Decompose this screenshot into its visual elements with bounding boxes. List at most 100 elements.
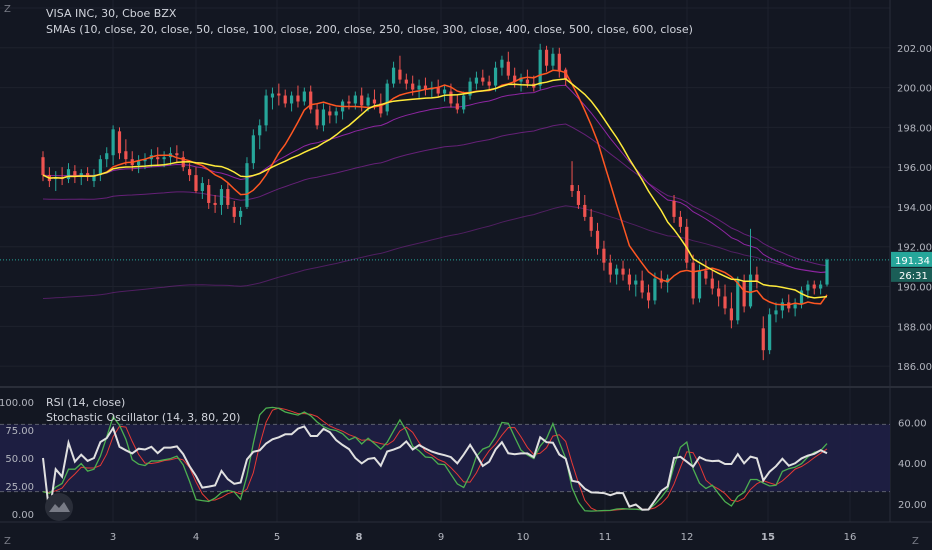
candle-up	[264, 95, 268, 126]
slow-sma-line	[42, 123, 828, 267]
candle-up	[551, 53, 555, 66]
time-tick-label: 10	[517, 532, 530, 543]
candle-down	[691, 262, 695, 299]
candle-down	[117, 131, 122, 154]
candle-down	[73, 171, 77, 178]
countdown-timer: 26:31	[899, 271, 928, 282]
oscillator-pane[interactable]	[0, 406, 890, 515]
price-tick-label: 200.00	[897, 84, 932, 95]
candle-down	[564, 69, 568, 80]
candle-down	[513, 75, 517, 82]
oscillator-left-tick-label: 100.00	[0, 398, 34, 409]
candle-up	[736, 280, 740, 321]
oscillator-lines	[42, 406, 828, 515]
candle-down	[627, 274, 632, 285]
price-tick-label: 190.00	[897, 283, 932, 294]
overbought-oversold-band	[0, 424, 890, 492]
fast-sma-lines	[42, 69, 828, 306]
candle-down	[423, 85, 428, 90]
candle-down	[379, 103, 383, 114]
price-tick-label: 198.00	[897, 123, 932, 134]
candle-up	[768, 314, 772, 351]
candle-down	[328, 111, 332, 116]
candle-down	[296, 95, 300, 102]
axes: 186.00 188.00 190.00 192.00 194.00 196.00 198.…	[0, 44, 932, 543]
candle-down	[411, 83, 415, 90]
oscillator-left-tick-label: 0.00	[12, 510, 34, 521]
candle-down	[608, 262, 612, 275]
candle-down	[124, 151, 128, 160]
candle-up	[697, 270, 702, 299]
candle-down	[315, 109, 319, 126]
tv-logo-icon[interactable]	[45, 493, 73, 521]
candle-up	[819, 284, 823, 289]
rsi-indicator-label[interactable]: RSI (14, close)	[46, 396, 126, 409]
candle-down	[595, 230, 600, 249]
candle-down	[232, 206, 236, 217]
candle-up	[417, 85, 421, 90]
candle-down	[602, 248, 606, 263]
candle-up	[219, 189, 224, 205]
candle-down	[576, 191, 581, 205]
oscillator-right-tick-label: 40.00	[898, 459, 927, 470]
candle-down	[347, 101, 351, 104]
candle-up	[245, 163, 249, 207]
candle-up	[780, 302, 784, 311]
candle-down	[86, 173, 90, 178]
candle-up	[366, 97, 370, 106]
candle-up	[500, 59, 504, 68]
candle-down	[207, 185, 211, 203]
candle-up	[462, 95, 466, 110]
candle-up	[200, 183, 204, 192]
oscillator-grid	[0, 423, 890, 493]
sma-10-line	[42, 69, 828, 306]
candle-up	[302, 91, 306, 102]
candle-down	[717, 288, 721, 297]
candle-up	[748, 274, 753, 307]
candle-down	[194, 175, 198, 192]
candle-up	[519, 77, 523, 82]
candle-down	[544, 49, 549, 66]
price-tick-label: 202.00	[897, 44, 932, 55]
time-tick-label: 15	[761, 532, 775, 543]
candle-down	[723, 296, 727, 309]
candle-up	[289, 95, 294, 104]
candle-up	[391, 67, 396, 84]
candle-down	[226, 189, 230, 205]
candle-down	[704, 270, 708, 279]
candle-up	[825, 259, 829, 285]
candle-up	[385, 83, 389, 112]
candle-up	[251, 135, 255, 164]
slow-sma-lines	[42, 84, 828, 299]
candle-up	[98, 159, 102, 176]
candle-up	[493, 67, 498, 86]
candle-up	[270, 93, 275, 98]
stochastic-indicator-label[interactable]: Stochastic Oscillator (14, 3, 80, 20)	[46, 411, 241, 424]
candle-up	[321, 109, 326, 126]
symbol-title[interactable]: VISA INC, 30, Cboe BZX	[46, 7, 177, 20]
candle-down	[646, 292, 651, 301]
rsi-line	[42, 425, 828, 515]
candle-up	[468, 81, 472, 96]
candle-up	[806, 284, 810, 291]
candle-down	[589, 216, 593, 231]
slow-sma-line	[42, 205, 828, 299]
candle-up	[615, 268, 619, 275]
candle-up	[162, 157, 166, 160]
time-tick-label: 8	[356, 532, 363, 543]
candle-down	[729, 308, 733, 321]
candle-down	[812, 284, 816, 289]
candle-up	[143, 159, 147, 162]
oscillator-right-tick-label: 60.00	[898, 418, 927, 429]
price-tick-label: 192.00	[897, 243, 932, 254]
candle-up	[442, 89, 447, 94]
candle-down	[41, 157, 45, 176]
countdown-background	[891, 267, 932, 282]
candle-down	[672, 200, 676, 217]
sma-indicator-label[interactable]: SMAs (10, close, 20, close, 50, close, 1…	[46, 23, 693, 36]
price-tick-label: 186.00	[897, 362, 932, 373]
oscillator-right-tick-label: 20.00	[898, 500, 927, 511]
candle-down	[449, 91, 453, 104]
candle-down	[525, 79, 530, 84]
